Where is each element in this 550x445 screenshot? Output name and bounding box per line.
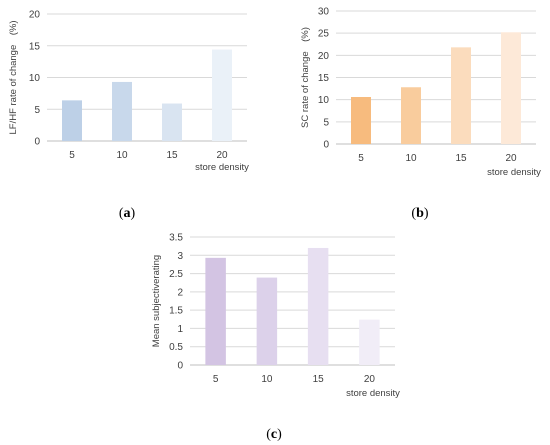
caption-c-letter: c <box>271 427 277 442</box>
bar-5 <box>205 257 226 365</box>
chart-panel-c: 0 0.5 1 1.5 2 2.5 3 3.5 5 10 15 20 store density Mean… <box>151 233 400 400</box>
caption-b: (b) <box>411 206 428 221</box>
y-tick-label: 10 <box>29 73 41 84</box>
chart-panel-b: 0 5 10 15 20 25 30 5 10 15 20 store density SC rate … <box>300 7 541 179</box>
x-tick-label: 10 <box>405 153 417 164</box>
y-tick-label: 0 <box>323 140 329 151</box>
y-tick-label: 1.5 <box>169 306 183 317</box>
y-tick-label: 2 <box>177 287 183 298</box>
bar-10 <box>401 87 421 144</box>
x-axis-title: store density <box>487 167 541 178</box>
y-tick-label: 2.5 <box>169 269 183 280</box>
x-tick-label: 5 <box>358 153 364 164</box>
bar-5 <box>62 100 82 141</box>
y-tick-label: 15 <box>29 41 41 52</box>
bar-15 <box>307 247 329 365</box>
y-tick-label: 0 <box>177 361 183 372</box>
caption-b-letter: b <box>416 206 424 221</box>
bar-20 <box>212 49 232 142</box>
x-tick-label: 5 <box>213 374 219 385</box>
y-tick-label: 0 <box>34 137 40 148</box>
x-tick-label: 15 <box>313 374 325 385</box>
y-tick-label: 20 <box>29 10 41 21</box>
bar-15 <box>162 103 182 141</box>
y-tick-label: 5 <box>34 105 40 116</box>
x-tick-label: 20 <box>216 150 228 161</box>
y-tick-label: 1 <box>177 324 183 335</box>
y-tick-label: 25 <box>318 29 330 40</box>
bar-15 <box>451 47 471 144</box>
y-tick-label: 3.5 <box>169 233 183 244</box>
x-axis-title: store density <box>195 162 249 173</box>
bar-5 <box>351 97 371 144</box>
y-tick-label: 10 <box>318 95 330 106</box>
x-tick-label: 5 <box>69 150 75 161</box>
y-tick-label: 0.5 <box>169 342 183 353</box>
y-tick-label: 3 <box>177 251 183 262</box>
y-axis-title: SC rate of change (%) <box>300 27 311 128</box>
caption-a-letter: a <box>124 206 131 221</box>
caption-a: (a) <box>119 206 136 221</box>
x-tick-label: 15 <box>166 150 178 161</box>
bar-20 <box>359 319 380 365</box>
y-tick-label: 20 <box>318 51 330 62</box>
x-tick-label: 10 <box>116 150 128 161</box>
y-tick-label: 15 <box>318 73 330 84</box>
caption-c: (c) <box>266 427 282 442</box>
bar-10 <box>256 277 278 365</box>
x-tick-label: 20 <box>505 153 517 164</box>
y-tick-label: 5 <box>323 117 329 128</box>
y-axis-title: LF/HF rate of change (%) <box>8 20 19 134</box>
y-tick-label: 30 <box>318 7 330 18</box>
x-tick-label: 20 <box>364 374 376 385</box>
bar-10 <box>112 81 132 141</box>
y-axis-title: Mean subjectiverating <box>151 255 162 347</box>
bar-20 <box>501 32 521 144</box>
x-axis-title: store density <box>346 388 400 399</box>
x-tick-label: 15 <box>455 153 467 164</box>
x-tick-label: 10 <box>261 374 273 385</box>
